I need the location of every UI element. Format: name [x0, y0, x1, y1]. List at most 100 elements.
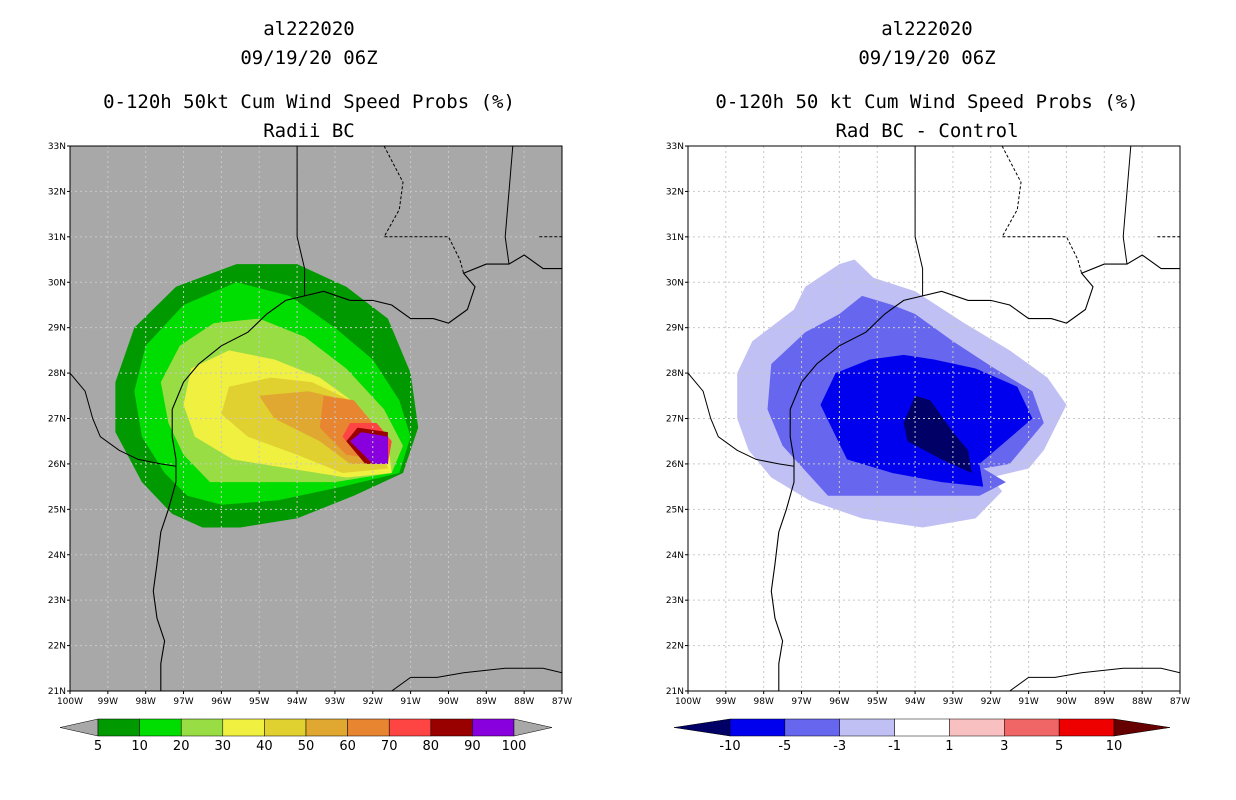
left-y-tick-label: 33N	[48, 142, 66, 152]
left-x-tick-label: 98W	[136, 697, 156, 707]
left-colorbar-label: 5	[94, 739, 102, 754]
right-map-plot: 100W 99W 98W 97W 96W 95W 94W 93W 92W 91W 90W 89W 88W…	[666, 142, 1190, 754]
left-colorbar-label: 80	[423, 739, 440, 754]
left-colorbar-under-arrow	[59, 718, 99, 737]
right-x-tick-label: 92W	[981, 697, 1001, 707]
right-subtitle: Rad BC - Control	[835, 120, 1019, 142]
left-x-tick-label: 100W	[57, 697, 83, 707]
left-border-state	[504, 146, 514, 265]
right-y-tick-label: 31N	[666, 233, 684, 243]
right-border-mexico	[688, 372, 795, 467]
left-colorbar-label: 60	[339, 739, 356, 754]
left-y-tick-label: 29N	[48, 324, 66, 334]
right-x-tick-label: 89W	[1094, 697, 1114, 707]
left-subtitle: Radii BC	[263, 120, 355, 142]
left-y-tick-label: 27N	[48, 415, 66, 425]
left-colorbar-swatch	[305, 718, 348, 737]
right-colorbar-label: -3	[833, 739, 846, 754]
left-y-tick-label: 21N	[48, 687, 66, 697]
left-product-title: 0-120h 50kt Cum Wind Speed Probs (%)	[103, 91, 515, 113]
right-x-tick-label: 99W	[716, 697, 736, 707]
left-colorbar-label: 30	[215, 739, 232, 754]
right-y-tick-label: 25N	[666, 505, 684, 515]
right-y-tick-label: 23N	[666, 596, 684, 606]
right-y-tick-label: 21N	[666, 687, 684, 697]
right-contour-neg10	[903, 395, 972, 473]
left-colorbar-swatch	[139, 718, 182, 737]
left-y-tick-label: 30N	[48, 278, 66, 288]
left-x-tick-label: 99W	[98, 697, 118, 707]
right-border-state	[1001, 146, 1083, 274]
right-colorbar-label: 5	[1055, 739, 1063, 754]
right-panel: al222020 09/19/20 06Z 0-120h 50 kt Cum W…	[618, 0, 1236, 800]
left-colorbar-label: 20	[173, 739, 190, 754]
right-colorbar-swatch	[949, 718, 1005, 737]
right-colorbar-over-arrow	[1113, 718, 1171, 737]
right-x-tick-label: 95W	[867, 697, 887, 707]
right-colorbar-label: 1	[945, 739, 953, 754]
left-contour-90	[350, 432, 388, 464]
left-x-tick-label: 97W	[173, 697, 193, 707]
right-colorbar-label: -10	[719, 739, 740, 754]
right-x-tick-label: 94W	[905, 697, 925, 707]
left-x-tick-label: 90W	[438, 697, 458, 707]
left-colorbar-swatch	[180, 718, 224, 737]
left-y-tick-label: 22N	[48, 642, 66, 652]
right-border-state	[1122, 146, 1132, 265]
left-border-mexico	[70, 372, 177, 467]
right-colorbar-swatch	[784, 718, 840, 737]
left-coastline-yucatan	[391, 667, 562, 691]
right-colorbar-label: -1	[888, 739, 901, 754]
right-colorbar-swatch	[729, 718, 786, 737]
right-colorbar-swatch	[894, 718, 950, 737]
right-y-tick-label: 24N	[666, 551, 684, 561]
left-panel: al222020 09/19/20 06Z 0-120h 50kt Cum Wi…	[48, 18, 572, 754]
right-colorbar-swatch	[1058, 718, 1115, 737]
right-coastline-yucatan	[1009, 667, 1180, 691]
right-x-tick-label: 98W	[754, 697, 774, 707]
left-colorbar-swatch	[430, 718, 473, 737]
left-x-tick-label: 92W	[363, 697, 383, 707]
left-x-tick-label: 91W	[400, 697, 420, 707]
right-x-tick-label: 88W	[1132, 697, 1152, 707]
right-colorbar-label: 10	[1106, 739, 1123, 754]
left-colorbar-swatch	[222, 718, 265, 737]
right-y-tick-label: 28N	[666, 369, 684, 379]
right-colorbar-swatch	[839, 718, 895, 737]
left-colorbar-label: 100	[502, 739, 527, 754]
left-colorbar-swatch	[97, 718, 140, 737]
right-x-tick-label: 91W	[1018, 697, 1038, 707]
right-x-tick-label: 87W	[1170, 697, 1190, 707]
left-colorbar-label: 70	[381, 739, 398, 754]
left-coastline	[152, 254, 562, 691]
right-x-tick-label: 90W	[1056, 697, 1076, 707]
left-x-tick-label: 96W	[211, 697, 231, 707]
left-colorbar-label: 50	[298, 739, 315, 754]
right-y-tick-label: 32N	[666, 187, 684, 197]
right-x-tick-label: 97W	[791, 697, 811, 707]
left-y-tick-label: 28N	[48, 369, 66, 379]
left-border-state	[296, 146, 306, 296]
right-x-tick-label: 93W	[943, 697, 963, 707]
left-x-tick-label: 93W	[325, 697, 345, 707]
right-x-tick-label: 96W	[829, 697, 849, 707]
right-y-tick-label: 26N	[666, 460, 684, 470]
right-colorbar-swatch	[1004, 718, 1060, 737]
left-x-tick-label: 94W	[287, 697, 307, 707]
left-colorbar-label: 40	[256, 739, 273, 754]
left-x-tick-label: 88W	[514, 697, 534, 707]
left-y-tick-label: 24N	[48, 551, 66, 561]
left-y-tick-label: 32N	[48, 187, 66, 197]
right-y-tick-label: 30N	[666, 278, 684, 288]
right-colorbar-under-arrow	[673, 718, 731, 737]
left-colorbar-label: 90	[464, 739, 481, 754]
left-colorbar-swatch	[264, 718, 307, 737]
left-y-tick-label: 23N	[48, 596, 66, 606]
right-border-state	[914, 146, 924, 296]
right-y-tick-label: 29N	[666, 324, 684, 334]
left-storm-id: al222020	[263, 18, 355, 40]
right-y-tick-label: 27N	[666, 415, 684, 425]
left-y-tick-label: 25N	[48, 505, 66, 515]
left-x-tick-label: 89W	[476, 697, 496, 707]
right-colorbar-label: -5	[778, 739, 791, 754]
